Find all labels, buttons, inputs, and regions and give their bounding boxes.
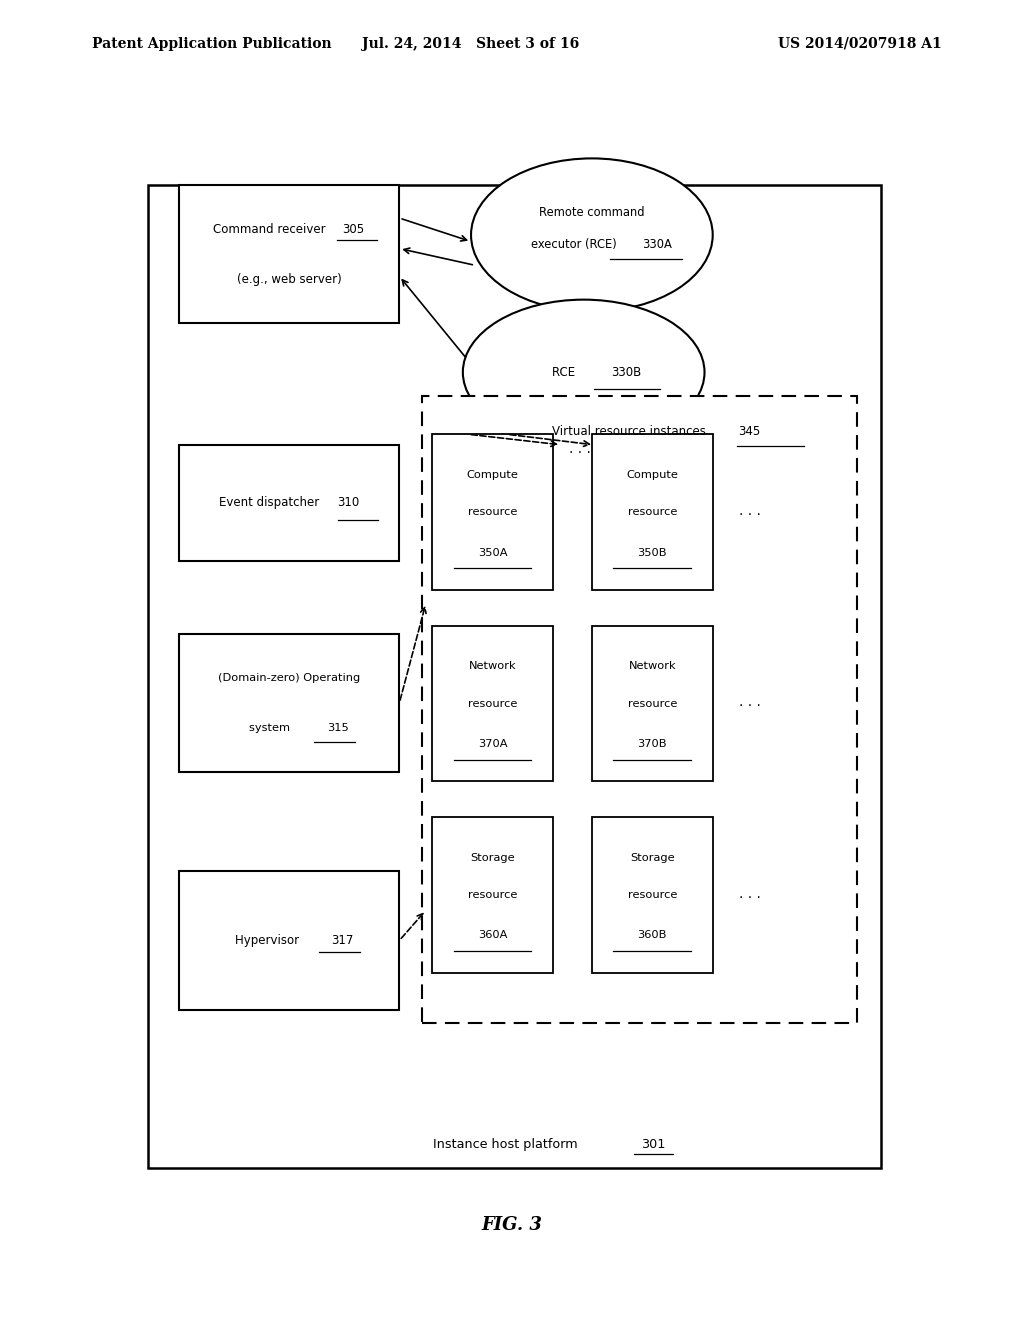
Bar — [179, 634, 399, 772]
Text: . . .: . . . — [568, 442, 591, 455]
Text: Compute: Compute — [467, 470, 518, 479]
Text: 350A: 350A — [478, 548, 507, 557]
Bar — [179, 445, 399, 561]
Text: Network: Network — [469, 661, 516, 671]
Bar — [179, 871, 399, 1010]
Text: resource: resource — [628, 507, 677, 517]
Text: 360A: 360A — [478, 931, 507, 940]
Bar — [148, 185, 881, 1168]
Text: Patent Application Publication: Patent Application Publication — [92, 37, 332, 50]
Text: Instance host platform: Instance host platform — [432, 1138, 582, 1151]
Text: 370A: 370A — [478, 739, 507, 748]
Bar — [432, 434, 553, 590]
Text: 350B: 350B — [638, 548, 667, 557]
Text: 360B: 360B — [638, 931, 667, 940]
Ellipse shape — [463, 300, 705, 445]
Text: resource: resource — [628, 890, 677, 900]
Text: Virtual resource instances: Virtual resource instances — [553, 425, 710, 438]
Text: Command receiver: Command receiver — [213, 223, 329, 236]
Text: Storage: Storage — [630, 853, 675, 862]
Text: Network: Network — [629, 661, 676, 671]
Text: 305: 305 — [342, 223, 364, 236]
Text: system: system — [249, 723, 297, 733]
Text: resource: resource — [468, 890, 517, 900]
Text: Compute: Compute — [627, 470, 678, 479]
Text: (Domain-zero) Operating: (Domain-zero) Operating — [218, 673, 360, 682]
Text: 315: 315 — [328, 723, 349, 733]
Text: resource: resource — [628, 698, 677, 709]
Text: resource: resource — [468, 698, 517, 709]
Text: . . .: . . . — [738, 887, 761, 900]
Text: 330A: 330A — [642, 238, 673, 251]
Ellipse shape — [471, 158, 713, 312]
Bar — [432, 626, 553, 781]
Text: resource: resource — [468, 507, 517, 517]
Text: 301: 301 — [641, 1138, 666, 1151]
Text: Jul. 24, 2014   Sheet 3 of 16: Jul. 24, 2014 Sheet 3 of 16 — [362, 37, 580, 50]
Bar — [179, 185, 399, 323]
Text: Remote command: Remote command — [539, 206, 645, 219]
Text: Hypervisor: Hypervisor — [234, 935, 303, 946]
Text: FIG. 3: FIG. 3 — [481, 1216, 543, 1234]
Text: 370B: 370B — [638, 739, 667, 748]
Text: 345: 345 — [738, 425, 760, 438]
Bar — [592, 434, 713, 590]
Text: US 2014/0207918 A1: US 2014/0207918 A1 — [778, 37, 942, 50]
Bar — [432, 817, 553, 973]
Text: Storage: Storage — [470, 853, 515, 862]
Bar — [592, 817, 713, 973]
Text: executor (RCE): executor (RCE) — [530, 238, 621, 251]
Text: 317: 317 — [332, 935, 353, 946]
Bar — [592, 626, 713, 781]
Text: (e.g., web server): (e.g., web server) — [237, 272, 342, 285]
Text: 330B: 330B — [611, 366, 642, 379]
Text: . . .: . . . — [738, 504, 761, 517]
Text: . . .: . . . — [738, 696, 761, 709]
Text: RCE: RCE — [552, 366, 579, 379]
Bar — [422, 396, 857, 1023]
Text: 310: 310 — [338, 496, 359, 510]
Text: Event dispatcher: Event dispatcher — [219, 496, 323, 510]
